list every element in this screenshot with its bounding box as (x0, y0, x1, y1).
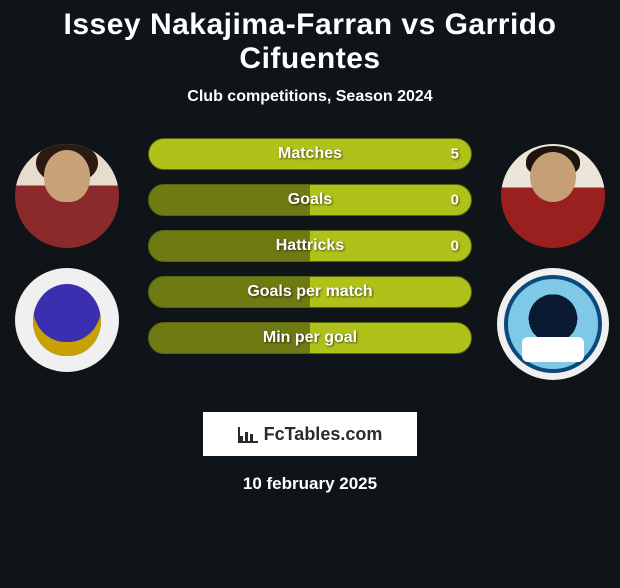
stat-bars: Matches 5 Goals 0 Hattricks 0 Goals per match M… (148, 138, 472, 354)
subtitle: Club competitions, Season 2024 (8, 88, 612, 106)
player2-club-badge (497, 268, 609, 380)
player2-avatar (501, 144, 605, 248)
stat-label: Matches (278, 145, 342, 163)
stat-bar: Matches 5 (148, 138, 472, 170)
comparison-card: Issey Nakajima-Farran vs Garrido Cifuent… (0, 8, 620, 494)
page-title: Issey Nakajima-Farran vs Garrido Cifuent… (8, 8, 612, 76)
brand-text: FcTables.com (264, 424, 383, 445)
stat-value-right: 0 (451, 192, 459, 209)
stat-value-right: 5 (451, 146, 459, 163)
stat-value-right: 0 (451, 238, 459, 255)
stat-bar: Hattricks 0 (148, 230, 472, 262)
date-label: 10 february 2025 (8, 474, 612, 494)
stat-label: Goals (288, 191, 332, 209)
player1-club-badge (15, 268, 119, 372)
stat-bar: Goals 0 (148, 184, 472, 216)
player1-avatar (15, 144, 119, 248)
stats-area: Matches 5 Goals 0 Hattricks 0 Goals per match M… (8, 144, 612, 394)
stat-bar: Min per goal (148, 322, 472, 354)
right-player-column (498, 144, 608, 380)
stat-label: Min per goal (263, 329, 357, 347)
brand-badge: FcTables.com (203, 412, 417, 456)
stat-label: Goals per match (247, 283, 372, 301)
stat-label: Hattricks (276, 237, 344, 255)
stat-bar: Goals per match (148, 276, 472, 308)
left-player-column (12, 144, 122, 372)
chart-icon (238, 425, 260, 443)
